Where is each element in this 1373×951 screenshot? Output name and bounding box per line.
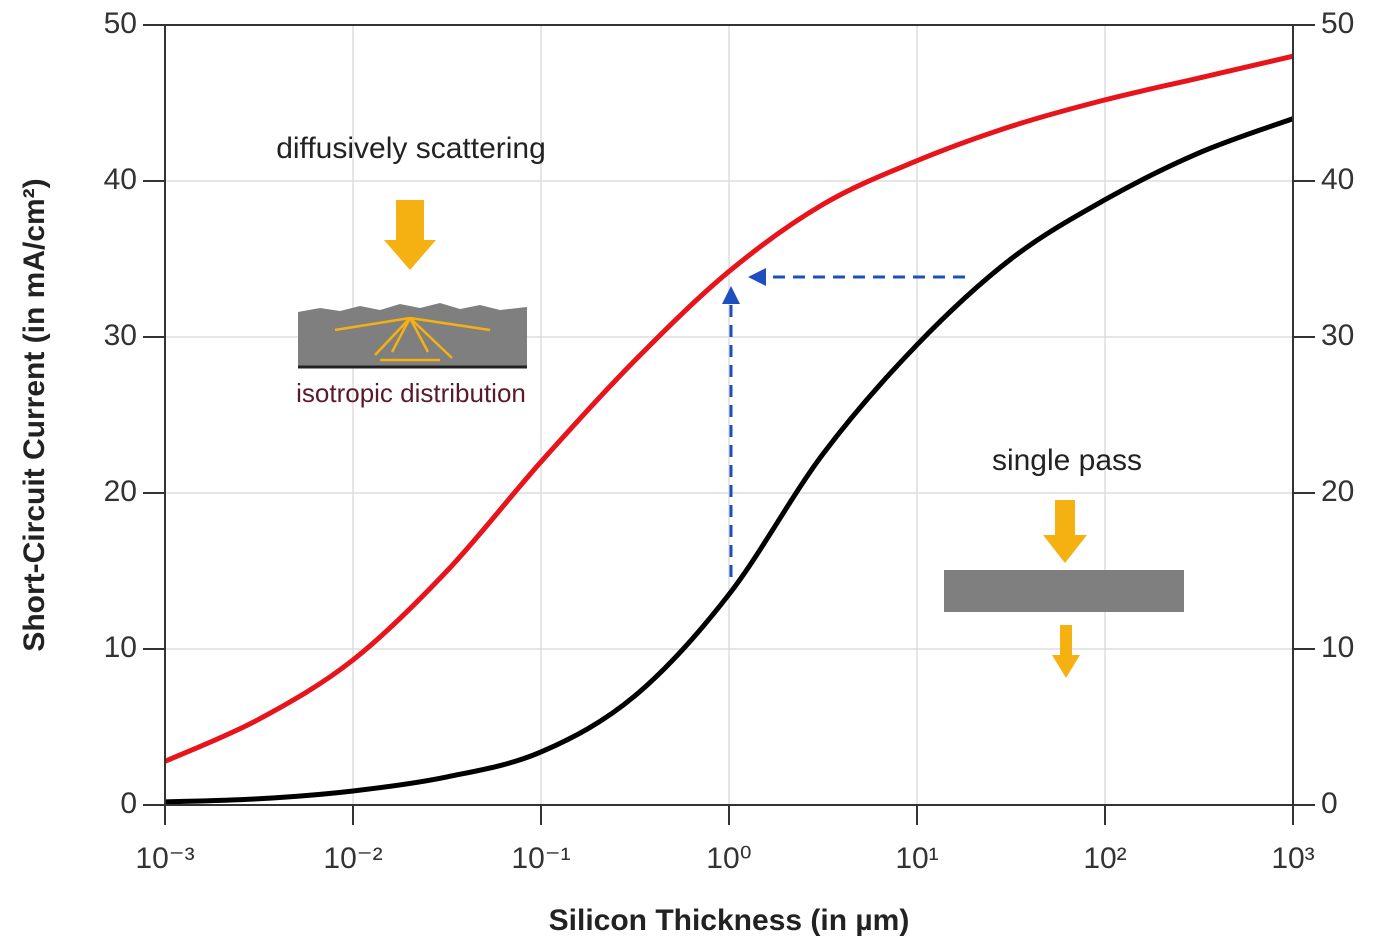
x-tick-label: 10⁻³ [135, 842, 194, 875]
y2-tick-label: 10 [1321, 631, 1354, 664]
y-axis-label: Short-Circuit Current (in mA/cm²) [18, 178, 51, 651]
y2-tick-label: 30 [1321, 319, 1354, 352]
y2-tick-label: 50 [1321, 7, 1354, 40]
x-tick-label: 10⁰ [706, 842, 751, 875]
y-tick-label: 20 [104, 475, 137, 508]
annotation: isotropic distribution [296, 378, 526, 408]
y-tick-label: 40 [104, 163, 137, 196]
y-tick-label: 50 [104, 7, 137, 40]
x-axis-label: Silicon Thickness (in µm) [549, 904, 910, 937]
chart: diffusively scattering isotropic distrib… [0, 0, 1373, 946]
y2-tick-label: 40 [1321, 163, 1354, 196]
y-tick-label: 0 [120, 787, 137, 820]
x-tick-label: 10⁻¹ [511, 842, 570, 875]
annotation: diffusively scattering [276, 132, 546, 165]
annotation: single pass [992, 444, 1142, 477]
x-tick-label: 10⁻² [323, 842, 382, 875]
page: {"chart_data": {"type": "line", "xlabel"… [0, 0, 1373, 951]
x-tick-label: 10¹ [895, 842, 938, 875]
y2-tick-label: 0 [1321, 787, 1338, 820]
y2-tick-label: 20 [1321, 475, 1354, 508]
y-tick-label: 10 [104, 631, 137, 664]
y-tick-label: 30 [104, 319, 137, 352]
x-tick-label: 10² [1083, 842, 1126, 875]
x-tick-label: 10³ [1271, 842, 1314, 875]
